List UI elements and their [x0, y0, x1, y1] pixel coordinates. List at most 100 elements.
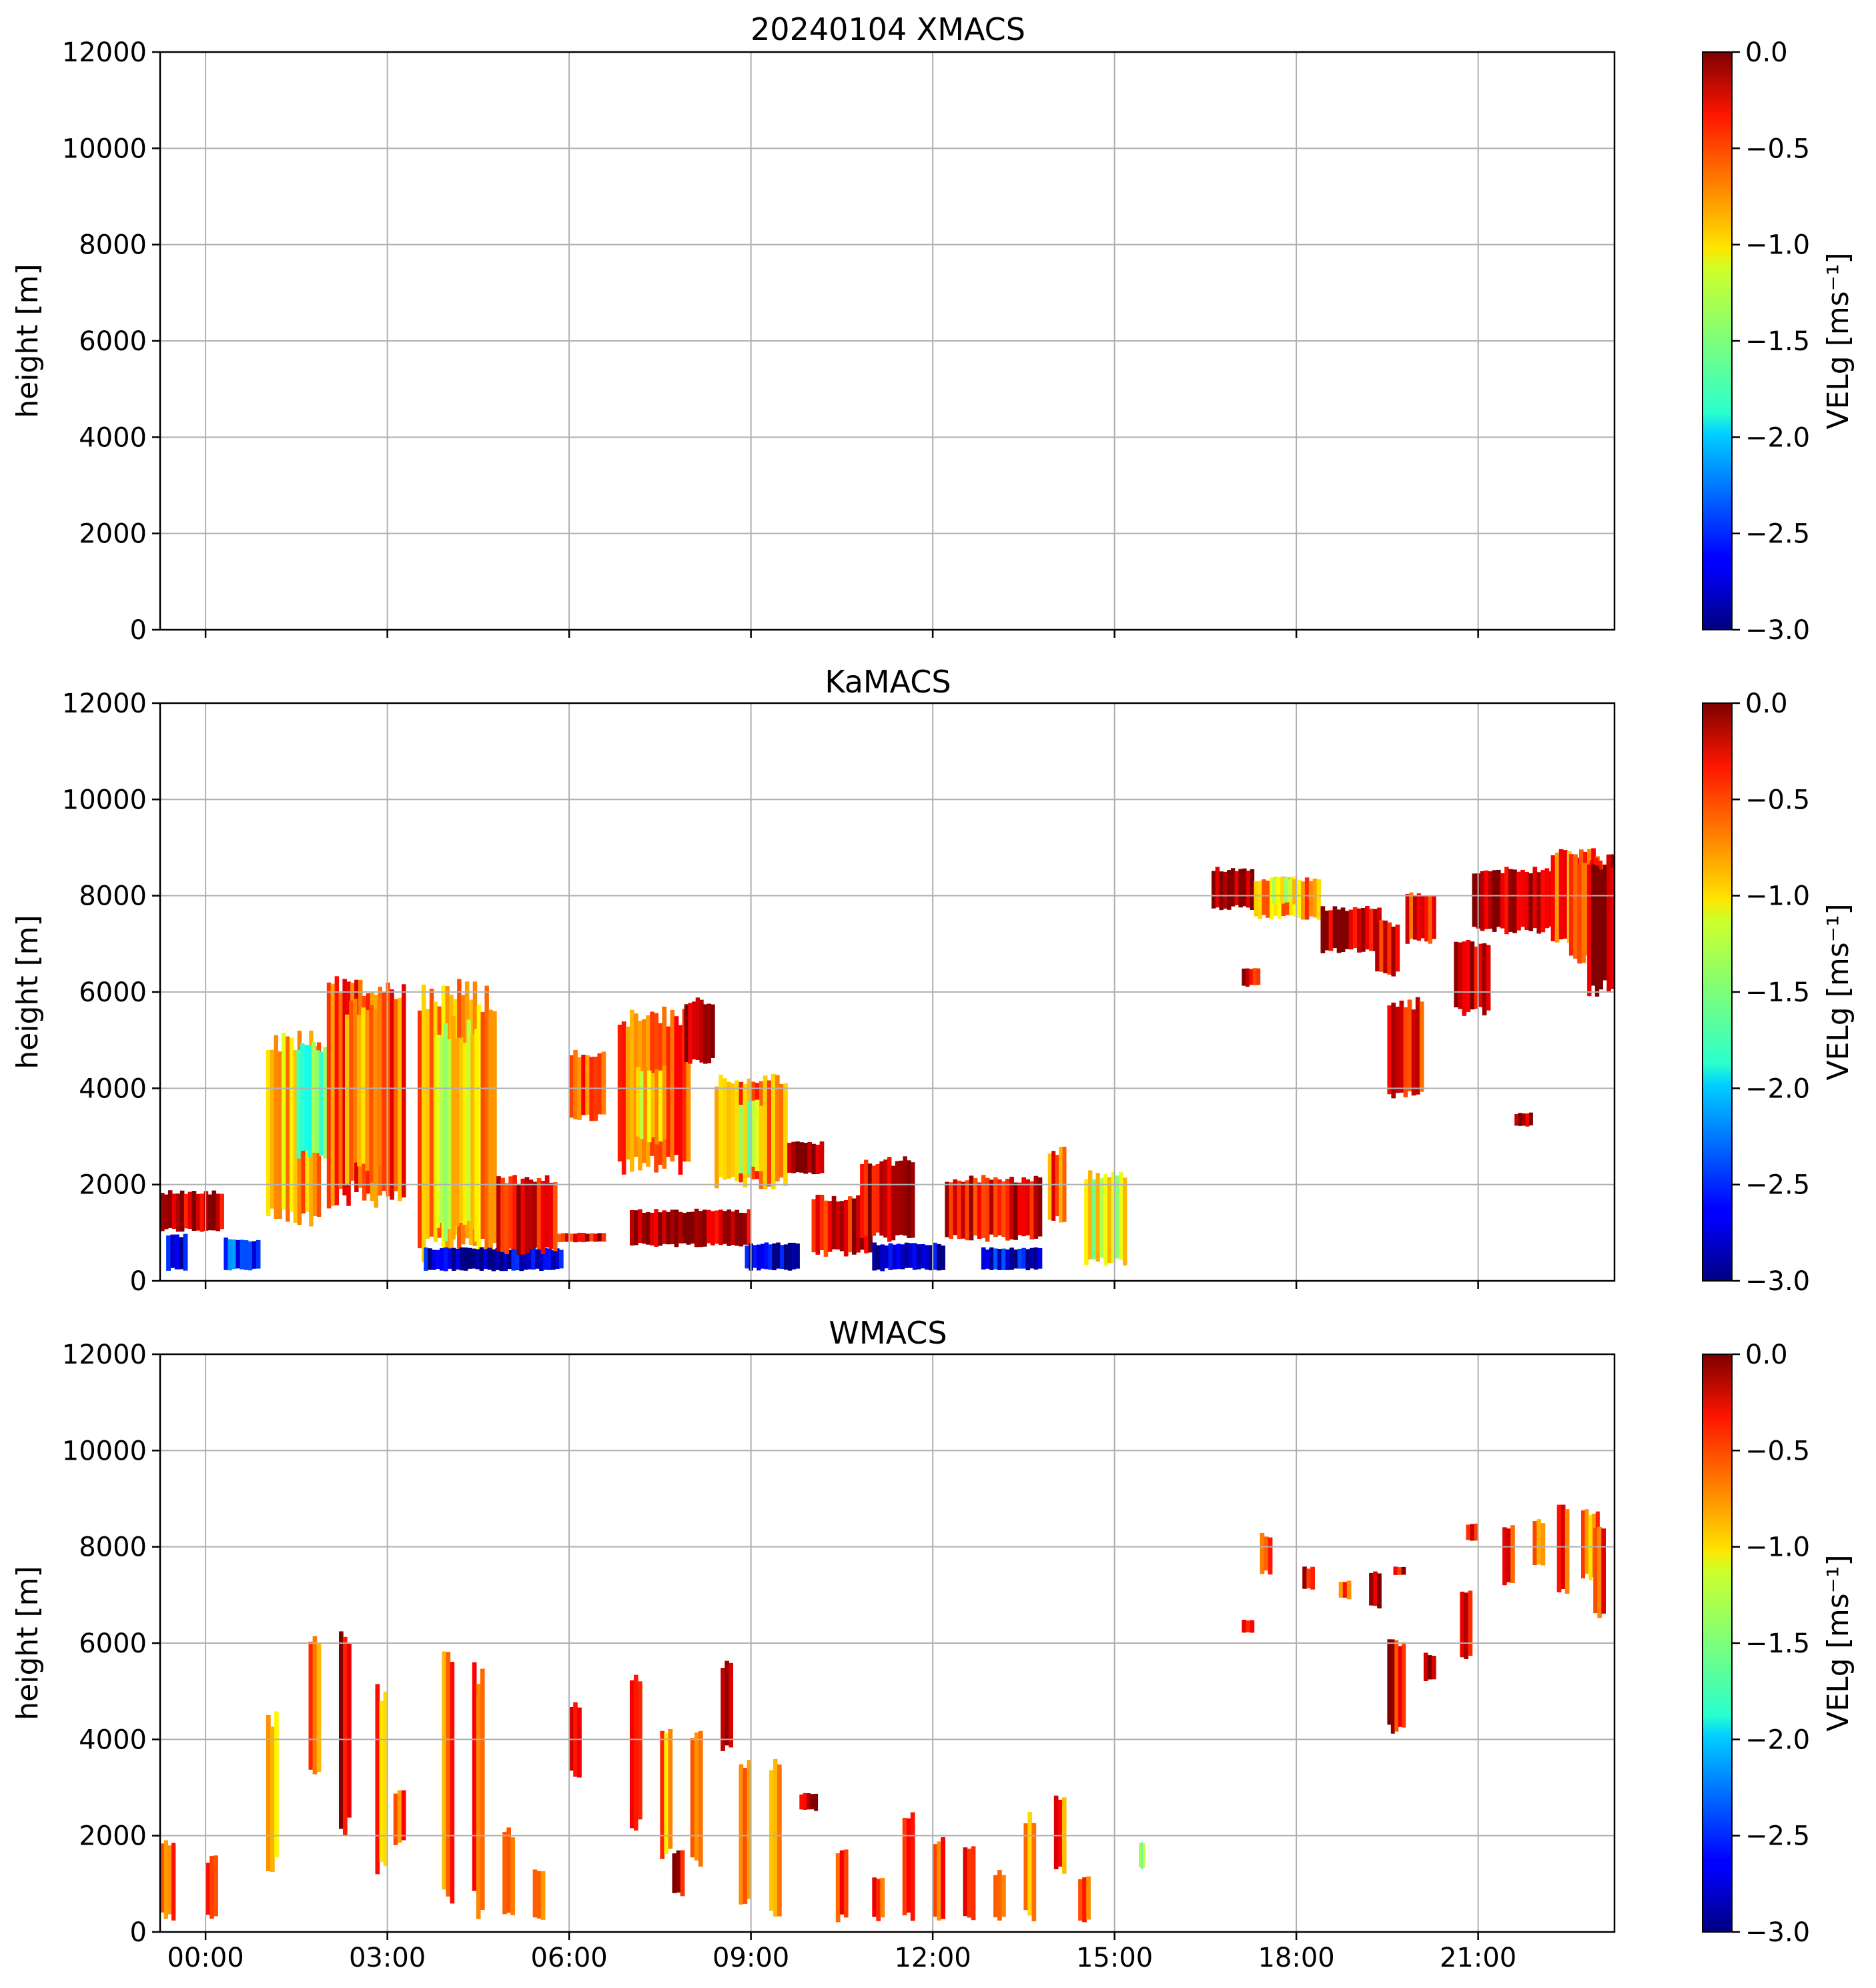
data-cell — [1292, 879, 1297, 905]
data-cell — [787, 1242, 793, 1271]
data-cell — [867, 1163, 873, 1240]
data-cell — [187, 1191, 193, 1229]
data-cell — [961, 1181, 966, 1239]
data-cell — [727, 1081, 731, 1179]
data-cell — [1423, 1652, 1428, 1681]
data-cell — [1001, 1181, 1006, 1237]
data-cell — [293, 1050, 298, 1223]
data-cell — [507, 1250, 512, 1269]
data-cell — [729, 1662, 733, 1748]
data-region — [672, 1850, 685, 1897]
data-cell — [715, 1086, 719, 1189]
data-cell — [1532, 1521, 1538, 1565]
data-cell — [532, 1869, 538, 1918]
data-cell — [791, 1242, 796, 1270]
data-cell — [1594, 865, 1600, 997]
data-cell — [666, 1026, 671, 1157]
data-cell — [1227, 870, 1232, 910]
data-region — [902, 1812, 915, 1921]
data-region — [630, 1208, 752, 1248]
data-cell — [195, 1193, 201, 1231]
data-cell — [680, 1850, 685, 1897]
data-cell — [1411, 1009, 1416, 1096]
data-cell — [1268, 1537, 1273, 1575]
data-cell — [819, 1141, 825, 1173]
colorbar-tick-label: −1.0 — [1745, 881, 1810, 912]
data-cell — [510, 1837, 515, 1915]
y-tick-label: 12000 — [62, 1340, 147, 1370]
data-cell — [937, 1841, 941, 1921]
colorbar-tick-label: −2.5 — [1745, 1821, 1810, 1852]
data-cell — [1403, 1007, 1408, 1097]
data-cell — [466, 1019, 471, 1221]
data-cell — [163, 1840, 168, 1919]
data-cell — [480, 1011, 485, 1239]
y-tick-label: 2000 — [79, 1170, 147, 1201]
data-cell — [278, 1051, 282, 1219]
data-cell — [1407, 999, 1412, 1091]
data-cell — [1474, 946, 1479, 1009]
data-cell — [1518, 1113, 1522, 1126]
data-cell — [906, 1818, 911, 1913]
data-cell — [969, 1175, 974, 1241]
data-cell — [875, 1164, 880, 1233]
x-tick-label: 15:00 — [1076, 1943, 1153, 1973]
data-cell — [539, 1248, 544, 1271]
data-cell — [823, 1200, 829, 1257]
data-cell — [467, 1248, 472, 1269]
data-region — [557, 1232, 606, 1243]
data-cell — [981, 1247, 986, 1270]
data-cell — [1346, 1580, 1352, 1600]
data-cell — [424, 1248, 428, 1271]
data-cell — [1013, 1250, 1018, 1269]
data-cell — [496, 1176, 501, 1252]
data-cell — [1001, 1875, 1006, 1917]
data-cell — [1103, 1173, 1108, 1266]
data-cell — [1029, 1248, 1035, 1269]
data-cell — [1492, 870, 1497, 932]
data-cell — [1540, 1523, 1546, 1566]
data-cell — [1361, 908, 1366, 952]
data-cell — [670, 1209, 675, 1245]
data-cell — [256, 1239, 261, 1269]
data-cell — [1420, 896, 1425, 939]
data-cell — [686, 1211, 691, 1245]
data-cell — [848, 1196, 853, 1253]
data-cell — [711, 1211, 715, 1246]
data-cell — [1508, 869, 1513, 932]
data-cell — [1280, 877, 1285, 904]
data-cell — [887, 1157, 892, 1242]
data-cell — [949, 1182, 953, 1239]
data-cell — [876, 1879, 881, 1921]
data-region — [205, 1855, 218, 1919]
data-cell — [1324, 911, 1330, 951]
data-cell — [179, 1237, 184, 1270]
data-cell — [345, 1014, 350, 1184]
data-cell — [240, 1239, 245, 1270]
data-cell — [1219, 871, 1224, 911]
data-cell — [338, 993, 343, 1189]
data-cell — [1107, 1177, 1112, 1264]
data-region — [981, 1247, 1043, 1271]
data-region — [739, 1760, 752, 1905]
data-cell — [308, 1641, 314, 1770]
data-cell — [1270, 877, 1274, 920]
data-cell — [638, 1209, 642, 1243]
data-cell — [768, 1244, 773, 1270]
data-cell — [274, 1711, 279, 1857]
data-cell — [369, 1005, 374, 1183]
y-tick-label: 10000 — [62, 1436, 147, 1466]
data-cell — [1047, 1153, 1052, 1220]
data-cell — [1514, 1114, 1519, 1126]
data-cell — [447, 1039, 452, 1229]
data-cell — [921, 1244, 925, 1269]
data-cell — [910, 1812, 915, 1921]
data-cell — [654, 1209, 658, 1247]
data-cell — [860, 1163, 865, 1238]
data-cell — [504, 1183, 509, 1254]
data-cell — [290, 1038, 294, 1212]
data-cell — [1397, 1567, 1402, 1575]
data-cell — [997, 1249, 1002, 1270]
data-cell — [879, 1161, 884, 1236]
data-cell — [773, 1759, 778, 1917]
